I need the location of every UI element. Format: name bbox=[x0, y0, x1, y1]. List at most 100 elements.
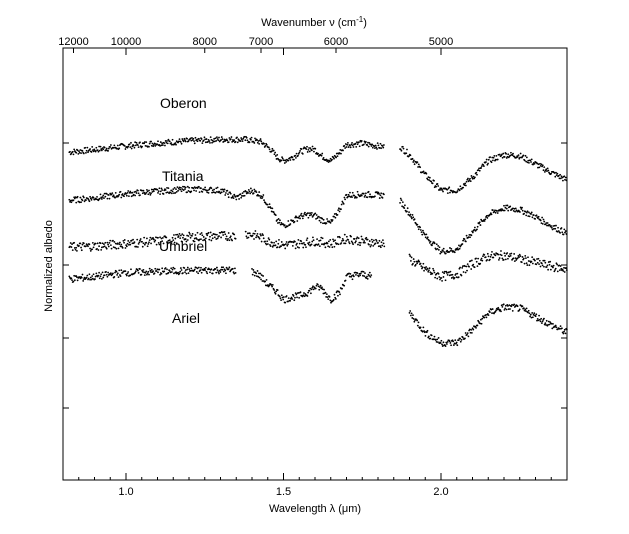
data-point bbox=[508, 255, 511, 258]
data-point bbox=[362, 143, 365, 146]
data-point bbox=[505, 204, 507, 207]
data-point bbox=[490, 308, 493, 311]
data-point bbox=[490, 253, 493, 256]
data-point bbox=[189, 236, 192, 239]
data-point bbox=[524, 154, 527, 157]
data-point bbox=[90, 198, 93, 201]
data-point bbox=[503, 252, 506, 255]
data-point bbox=[146, 245, 149, 248]
data-point bbox=[308, 212, 310, 215]
data-point bbox=[78, 151, 81, 154]
data-point bbox=[234, 267, 236, 270]
data-point bbox=[315, 218, 317, 220]
data-point bbox=[300, 212, 303, 215]
data-point bbox=[171, 138, 174, 141]
data-point bbox=[123, 241, 125, 244]
data-point bbox=[318, 288, 321, 291]
data-point bbox=[109, 239, 112, 242]
data-point bbox=[413, 320, 416, 323]
data-point bbox=[294, 240, 296, 243]
data-point bbox=[139, 145, 142, 148]
data-point bbox=[129, 190, 132, 193]
data-point bbox=[143, 271, 146, 274]
data-point bbox=[75, 151, 78, 154]
data-point bbox=[276, 222, 279, 224]
data-point bbox=[259, 233, 262, 236]
data-point bbox=[424, 268, 427, 270]
data-point bbox=[129, 146, 132, 149]
data-point bbox=[295, 157, 297, 159]
data-point bbox=[185, 240, 188, 243]
data-point bbox=[540, 322, 543, 324]
data-point bbox=[98, 271, 100, 274]
data-point bbox=[315, 243, 318, 246]
data-point bbox=[421, 266, 424, 269]
data-point bbox=[89, 197, 92, 200]
data-point bbox=[127, 243, 130, 246]
data-point bbox=[484, 256, 487, 259]
data-point bbox=[161, 189, 164, 191]
data-point bbox=[233, 272, 236, 275]
data-point bbox=[169, 191, 172, 194]
data-point bbox=[297, 217, 300, 219]
data-point bbox=[155, 270, 158, 272]
data-point bbox=[513, 260, 516, 263]
data-point bbox=[546, 224, 548, 227]
data-point bbox=[438, 188, 441, 191]
data-point bbox=[69, 199, 72, 202]
data-point bbox=[547, 169, 550, 172]
data-point bbox=[132, 144, 135, 147]
data-point bbox=[194, 234, 197, 236]
data-point bbox=[157, 271, 159, 274]
data-point bbox=[274, 244, 277, 247]
data-point bbox=[382, 242, 385, 245]
data-point bbox=[242, 195, 245, 197]
data-point bbox=[297, 154, 299, 157]
data-point bbox=[477, 169, 480, 171]
data-point bbox=[204, 269, 207, 271]
data-point bbox=[400, 149, 403, 152]
data-point bbox=[483, 165, 485, 167]
data-point bbox=[545, 222, 548, 224]
data-point bbox=[223, 188, 226, 191]
data-point bbox=[80, 276, 83, 279]
data-point bbox=[166, 242, 169, 245]
data-point bbox=[425, 172, 428, 175]
data-point bbox=[172, 266, 175, 269]
data-point bbox=[161, 144, 164, 146]
data-point bbox=[101, 196, 104, 198]
data-point bbox=[485, 161, 487, 163]
data-point bbox=[148, 241, 150, 244]
data-point bbox=[89, 247, 91, 250]
data-point bbox=[122, 240, 125, 242]
data-point bbox=[455, 341, 458, 344]
data-point bbox=[360, 194, 363, 197]
data-point bbox=[512, 257, 515, 260]
data-point bbox=[145, 191, 148, 194]
data-point bbox=[146, 272, 149, 275]
data-point bbox=[327, 240, 330, 243]
data-point bbox=[72, 153, 75, 156]
data-point bbox=[204, 266, 207, 269]
data-point bbox=[475, 257, 477, 260]
data-point bbox=[90, 278, 93, 281]
data-point bbox=[170, 192, 173, 195]
data-point bbox=[173, 234, 175, 236]
data-point bbox=[366, 144, 369, 146]
data-point bbox=[221, 138, 224, 140]
data-point bbox=[80, 249, 83, 252]
data-point bbox=[487, 314, 490, 317]
data-point bbox=[563, 330, 565, 333]
data-point bbox=[139, 268, 141, 270]
data-point bbox=[380, 241, 383, 244]
data-point bbox=[351, 191, 354, 194]
data-point bbox=[100, 273, 103, 276]
data-point bbox=[175, 143, 177, 146]
data-point bbox=[439, 342, 442, 344]
data-point bbox=[292, 158, 295, 161]
data-point bbox=[208, 238, 211, 241]
data-point bbox=[310, 211, 313, 214]
data-point bbox=[116, 147, 119, 150]
data-point bbox=[539, 320, 542, 323]
data-point bbox=[470, 331, 473, 334]
